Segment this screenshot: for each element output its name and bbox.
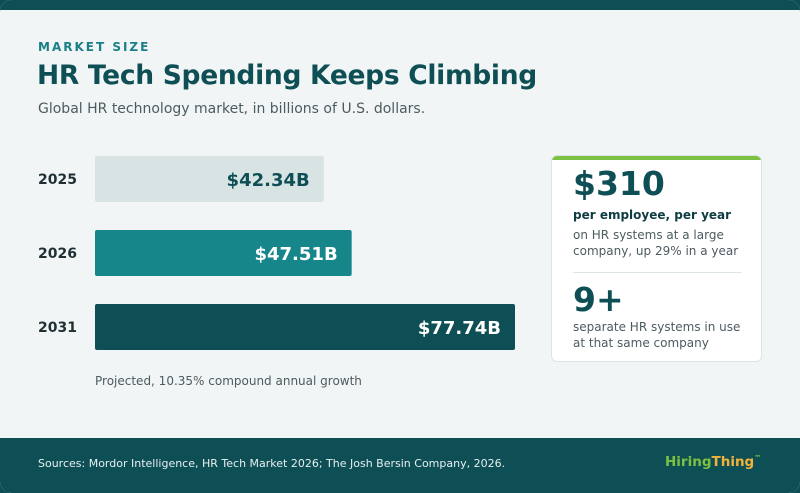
stat-systems-value: 9+: [573, 280, 624, 319]
stat-systems-detail: separate HR systems in use at that same …: [573, 320, 741, 350]
bar-category-label: 2025: [38, 172, 77, 188]
bar-chart: 2025 $42.34B 2026 $47.51B 2031 $77.74B: [38, 156, 515, 350]
top-strip: [0, 0, 800, 10]
brand-logo-part2: Thing: [711, 454, 755, 470]
stat-per-employee-label: per employee, per year: [573, 208, 732, 222]
stat-per-employee-value: $310: [573, 164, 665, 203]
stat-per-employee-detail: on HR systems at a large company, up 29%…: [573, 228, 739, 258]
chart-note: Projected, 10.35% compound annual growth: [95, 374, 362, 388]
stat-card: $310 per employee, per year on HR system…: [551, 155, 762, 362]
bar-category-label: 2026: [38, 246, 77, 262]
stat-divider: [573, 272, 742, 273]
bar-category-label: 2031: [38, 320, 77, 336]
brand-logo-part1: Hiring: [665, 454, 712, 470]
bar-value-label: $42.34B: [227, 170, 310, 191]
brand-trademark: ™: [754, 454, 762, 462]
eyebrow-label: MARKET SIZE: [38, 40, 151, 54]
stat-card-accent: [552, 156, 761, 160]
bar-2026: [95, 230, 352, 276]
page-title: HR Tech Spending Keeps Climbing: [37, 60, 537, 91]
bar-2031: [95, 304, 515, 350]
bar-value-label: $47.51B: [254, 244, 337, 265]
page-subtitle: Global HR technology market, in billions…: [38, 101, 426, 117]
bar-2025: [95, 156, 324, 202]
footer: Sources: Mordor Intelligence, HR Tech Ma…: [0, 438, 800, 493]
brand-logo: HiringThing™: [665, 454, 761, 470]
sources-text: Sources: Mordor Intelligence, HR Tech Ma…: [38, 457, 506, 470]
bar-value-label: $77.74B: [418, 318, 501, 339]
